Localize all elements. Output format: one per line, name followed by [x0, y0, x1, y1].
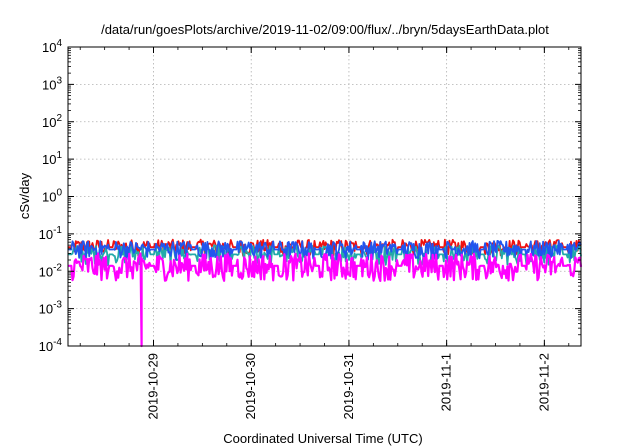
series-line-4 — [68, 252, 583, 348]
axis-ticks: 10-4 10-3 10-2 10-1 100 101 102 103 104 2019-10-2… — [39, 38, 581, 420]
grid-lines — [68, 47, 581, 346]
y-tick-label: 10-4 — [39, 337, 63, 354]
x-tick-label: 2019-10-29 — [146, 353, 161, 420]
y-tick-label: 10-1 — [39, 225, 63, 242]
y-tick-label: 101 — [42, 150, 62, 167]
chart-title: /data/run/goesPlots/archive/2019-11-02/0… — [101, 22, 549, 37]
y-tick-label: 103 — [42, 75, 62, 92]
x-tick-label: 2019-10-31 — [341, 353, 356, 420]
x-tick-label: 2019-11-2 — [536, 353, 551, 411]
y-tick-label: 102 — [42, 113, 62, 130]
x-tick-label: 2019-10-30 — [243, 353, 258, 420]
x-tick-label: 2019-11-1 — [439, 353, 454, 411]
y-tick-label: 10-3 — [39, 300, 63, 317]
y-tick-label: 100 — [42, 188, 62, 205]
y-tick-label: 104 — [42, 38, 62, 55]
x-axis-label: Coordinated Universal Time (UTC) — [223, 431, 422, 446]
y-axis-label: cSv/day — [17, 172, 32, 219]
y-tick-label: 10-2 — [39, 262, 63, 279]
series-layer — [68, 238, 583, 348]
